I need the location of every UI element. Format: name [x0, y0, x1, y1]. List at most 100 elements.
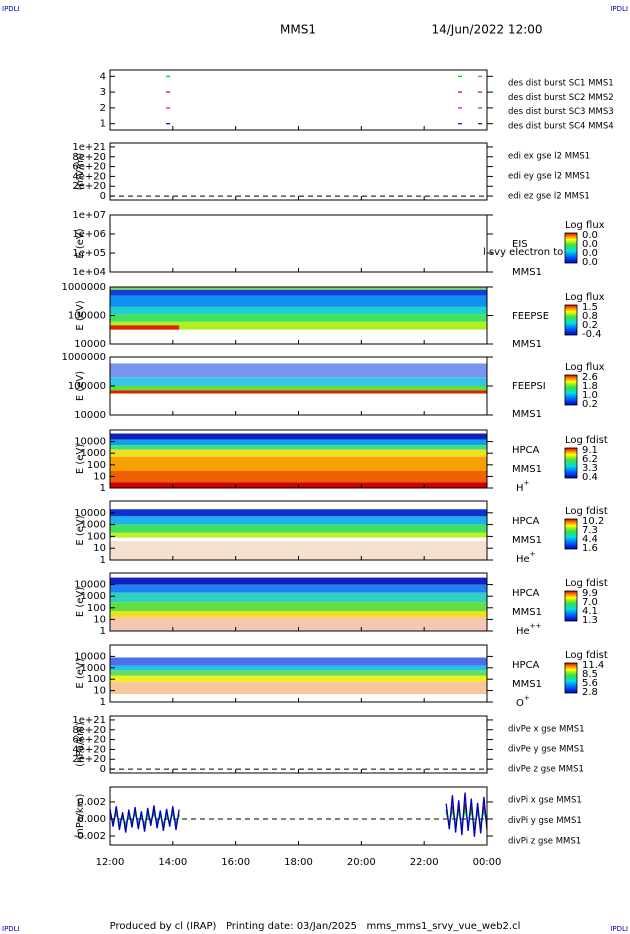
instrument-label: HPCA — [512, 516, 540, 527]
y-tick-label: -0.002 — [74, 831, 106, 842]
colorbar — [564, 374, 578, 406]
colorbar-tick-label: 10.2 — [582, 516, 604, 527]
legend-entry: divPi y gse MMS1 — [508, 816, 582, 826]
legend-entry: divPe z gse MMS1 — [508, 765, 584, 775]
spectrogram-band — [110, 314, 487, 322]
x-tick-label: 20:00 — [347, 857, 376, 868]
footer: Produced by cl (IRAP) Printing date: 03/… — [110, 921, 521, 932]
plot-area — [110, 287, 487, 330]
legend-entry: des dist burst SC2 MMS2 — [508, 93, 614, 103]
legend-entry: des dist burst SC3 MMS3 — [508, 107, 614, 117]
colorbar — [564, 447, 578, 479]
plot-area — [110, 577, 487, 631]
y-tick-label: 10000 — [74, 651, 106, 662]
spectrogram-band — [110, 516, 487, 525]
corner-label: IPDLI — [2, 5, 20, 13]
x-tick-label: 16:00 — [221, 857, 250, 868]
y-tick-label: 0.000 — [77, 814, 106, 825]
colorbar-tick-label: -0.4 — [582, 329, 602, 340]
colorbar-tick-label: 1.0 — [582, 390, 598, 401]
spacecraft-label: MMS1 — [512, 535, 542, 546]
colorbar-tick-label: 0.0 — [582, 248, 598, 259]
instrument-label: EIS — [512, 239, 528, 250]
y-tick-label: 10000 — [74, 508, 106, 519]
colorbar-tick-label: 3.3 — [582, 463, 598, 474]
x-tick-label: 14:00 — [158, 857, 187, 868]
series-line — [110, 792, 487, 837]
y-tick-label: 100 — [87, 674, 106, 685]
y-tick-label: 3 — [100, 87, 106, 98]
x-tick-label: 18:00 — [284, 857, 313, 868]
colorbar-tick-label: 7.0 — [582, 597, 598, 608]
spectrogram-band — [110, 524, 487, 533]
colorbar-title: Log fdist — [565, 578, 608, 589]
colorbar-tick-label: 0.0 — [582, 230, 598, 241]
spacecraft-label: MMS1 — [512, 339, 542, 350]
spectrogram-band — [110, 325, 180, 330]
plot-area — [110, 509, 487, 560]
spectrogram-band — [110, 675, 487, 682]
corner-label: IPDLI — [610, 5, 628, 13]
spectrogram-band — [110, 287, 487, 290]
instrument-label: HPCA — [512, 445, 540, 456]
y-tick-label: 1 — [100, 119, 106, 130]
y-tick-label: 8e+20 — [72, 725, 106, 736]
colorbar-tick-label: 5.6 — [582, 678, 598, 689]
spectrogram-band — [110, 577, 487, 585]
colorbar-tick-label: 0.2 — [582, 320, 598, 331]
spectrogram-band — [110, 541, 487, 560]
legend-entry: divPi x gse MMS1 — [508, 796, 582, 806]
y-tick-label: 4e+20 — [72, 744, 106, 755]
spectrogram-band — [110, 602, 487, 612]
colorbar-title: Log fdist — [565, 650, 608, 661]
y-tick-label: 1000000 — [61, 352, 106, 363]
spacecraft-label: MMS1 — [512, 409, 542, 420]
legend-entry: divPe x gse MMS1 — [508, 725, 585, 735]
y-tick-label: 6e+20 — [72, 735, 106, 746]
y-axis-label: E (eV) — [75, 444, 86, 474]
x-tick-label: 22:00 — [410, 857, 439, 868]
colorbar-tick-label: 1.6 — [582, 543, 598, 554]
spacecraft-label: MMS1 — [512, 607, 542, 618]
ion-charge: + — [524, 479, 530, 487]
colorbar-tick-label: 9.9 — [582, 588, 598, 599]
y-tick-label: 1e+04 — [72, 267, 106, 278]
annotation: l svy electron to — [483, 247, 563, 258]
y-tick-label: 10000 — [74, 437, 106, 448]
spectrogram-band — [110, 456, 487, 471]
x-tick-label: 12:00 — [96, 857, 125, 868]
x-tick-label: 00:00 — [473, 857, 502, 868]
y-tick-label: 1e+05 — [72, 248, 106, 259]
spectrogram-band — [110, 321, 487, 330]
y-axis-label: E (eV) — [75, 587, 86, 617]
y-tick-label: 10000 — [74, 580, 106, 591]
colorbar-title: Log flux — [565, 362, 605, 373]
spectrogram-band — [110, 681, 487, 695]
colorbar-tick-label: 11.4 — [582, 660, 604, 671]
colorbar-tick-label: 8.5 — [582, 669, 598, 680]
spacecraft-label: MMS1 — [512, 464, 542, 475]
legend-entry: divPi z gse MMS1 — [508, 837, 581, 847]
y-tick-label: 1000 — [81, 448, 106, 459]
spectrogram-band — [110, 306, 487, 315]
ion-species: H — [516, 483, 524, 494]
spectrogram-band — [110, 509, 487, 517]
y-tick-label: 1 — [100, 697, 106, 708]
ion-species: He — [516, 554, 530, 565]
y-tick-label: 10 — [93, 471, 106, 482]
y-tick-label: 1 — [100, 555, 106, 566]
colorbar — [564, 590, 578, 622]
colorbar — [564, 662, 578, 694]
y-tick-label: 2 — [100, 103, 106, 114]
spectrogram-band — [110, 611, 487, 618]
y-tick-label: 100 — [87, 460, 106, 471]
y-tick-label: 4e+20 — [72, 171, 106, 182]
spectrogram-band — [110, 617, 487, 631]
y-tick-label: 10000 — [74, 410, 106, 421]
spectrogram-band — [110, 532, 487, 538]
y-axis-label: E (eV) — [75, 371, 86, 401]
y-tick-label: 1 — [100, 483, 106, 494]
colorbar-title: Log fdist — [565, 506, 608, 517]
ion-label: He++ — [516, 622, 542, 637]
y-tick-label: 10 — [93, 543, 106, 554]
